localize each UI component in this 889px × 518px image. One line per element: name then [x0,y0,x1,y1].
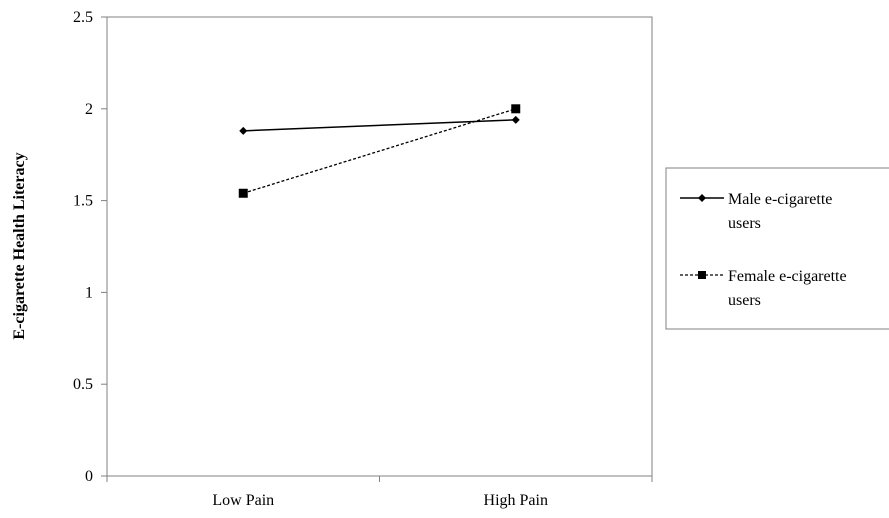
y-tick-label-3: 1.5 [73,193,93,210]
legend-box [665,167,889,330]
legend-label-male-line2: users [728,215,761,232]
data-point-0-1 [511,115,520,124]
y-tick-label-5: 2.5 [73,9,93,26]
legend-label-female-line1: Female e-cigarette [728,268,847,285]
legend-marker-female-square-icon [698,271,706,279]
y-tick-label-1: 0.5 [73,376,93,393]
series-line-0 [243,119,516,132]
y-axis-label: E-cigarette Health Literacy [11,152,28,339]
legend-label-male-line1: Male e-cigarette [728,191,832,208]
legend-item-female: Female e-cigarette users [680,268,847,309]
data-point-0-0 [239,126,248,135]
x-tick-label-1: High Pain [484,492,548,509]
y-tick-label-2: 1 [85,284,93,301]
series-line-1 [243,108,516,194]
plot-area [106,16,653,477]
x-axis-ticks: Low Pain High Pain [106,476,653,509]
legend-marker-male-diamond-icon [698,194,706,202]
y-tick-label-0: 0 [85,468,93,485]
legend-item-male: Male e-cigarette users [680,191,832,232]
data-point-1-1 [511,104,521,114]
x-tick-label-0: Low Pain [212,492,274,509]
series-layer [238,104,521,198]
legend-label-female-line2: users [728,292,761,309]
data-point-1-0 [238,188,248,198]
y-tick-label-4: 2 [85,101,93,118]
y-axis-ticks: 0 0.5 1 1.5 2 2.5 [73,9,107,485]
legend: Male e-cigarette users Female e-cigarett… [665,167,889,330]
